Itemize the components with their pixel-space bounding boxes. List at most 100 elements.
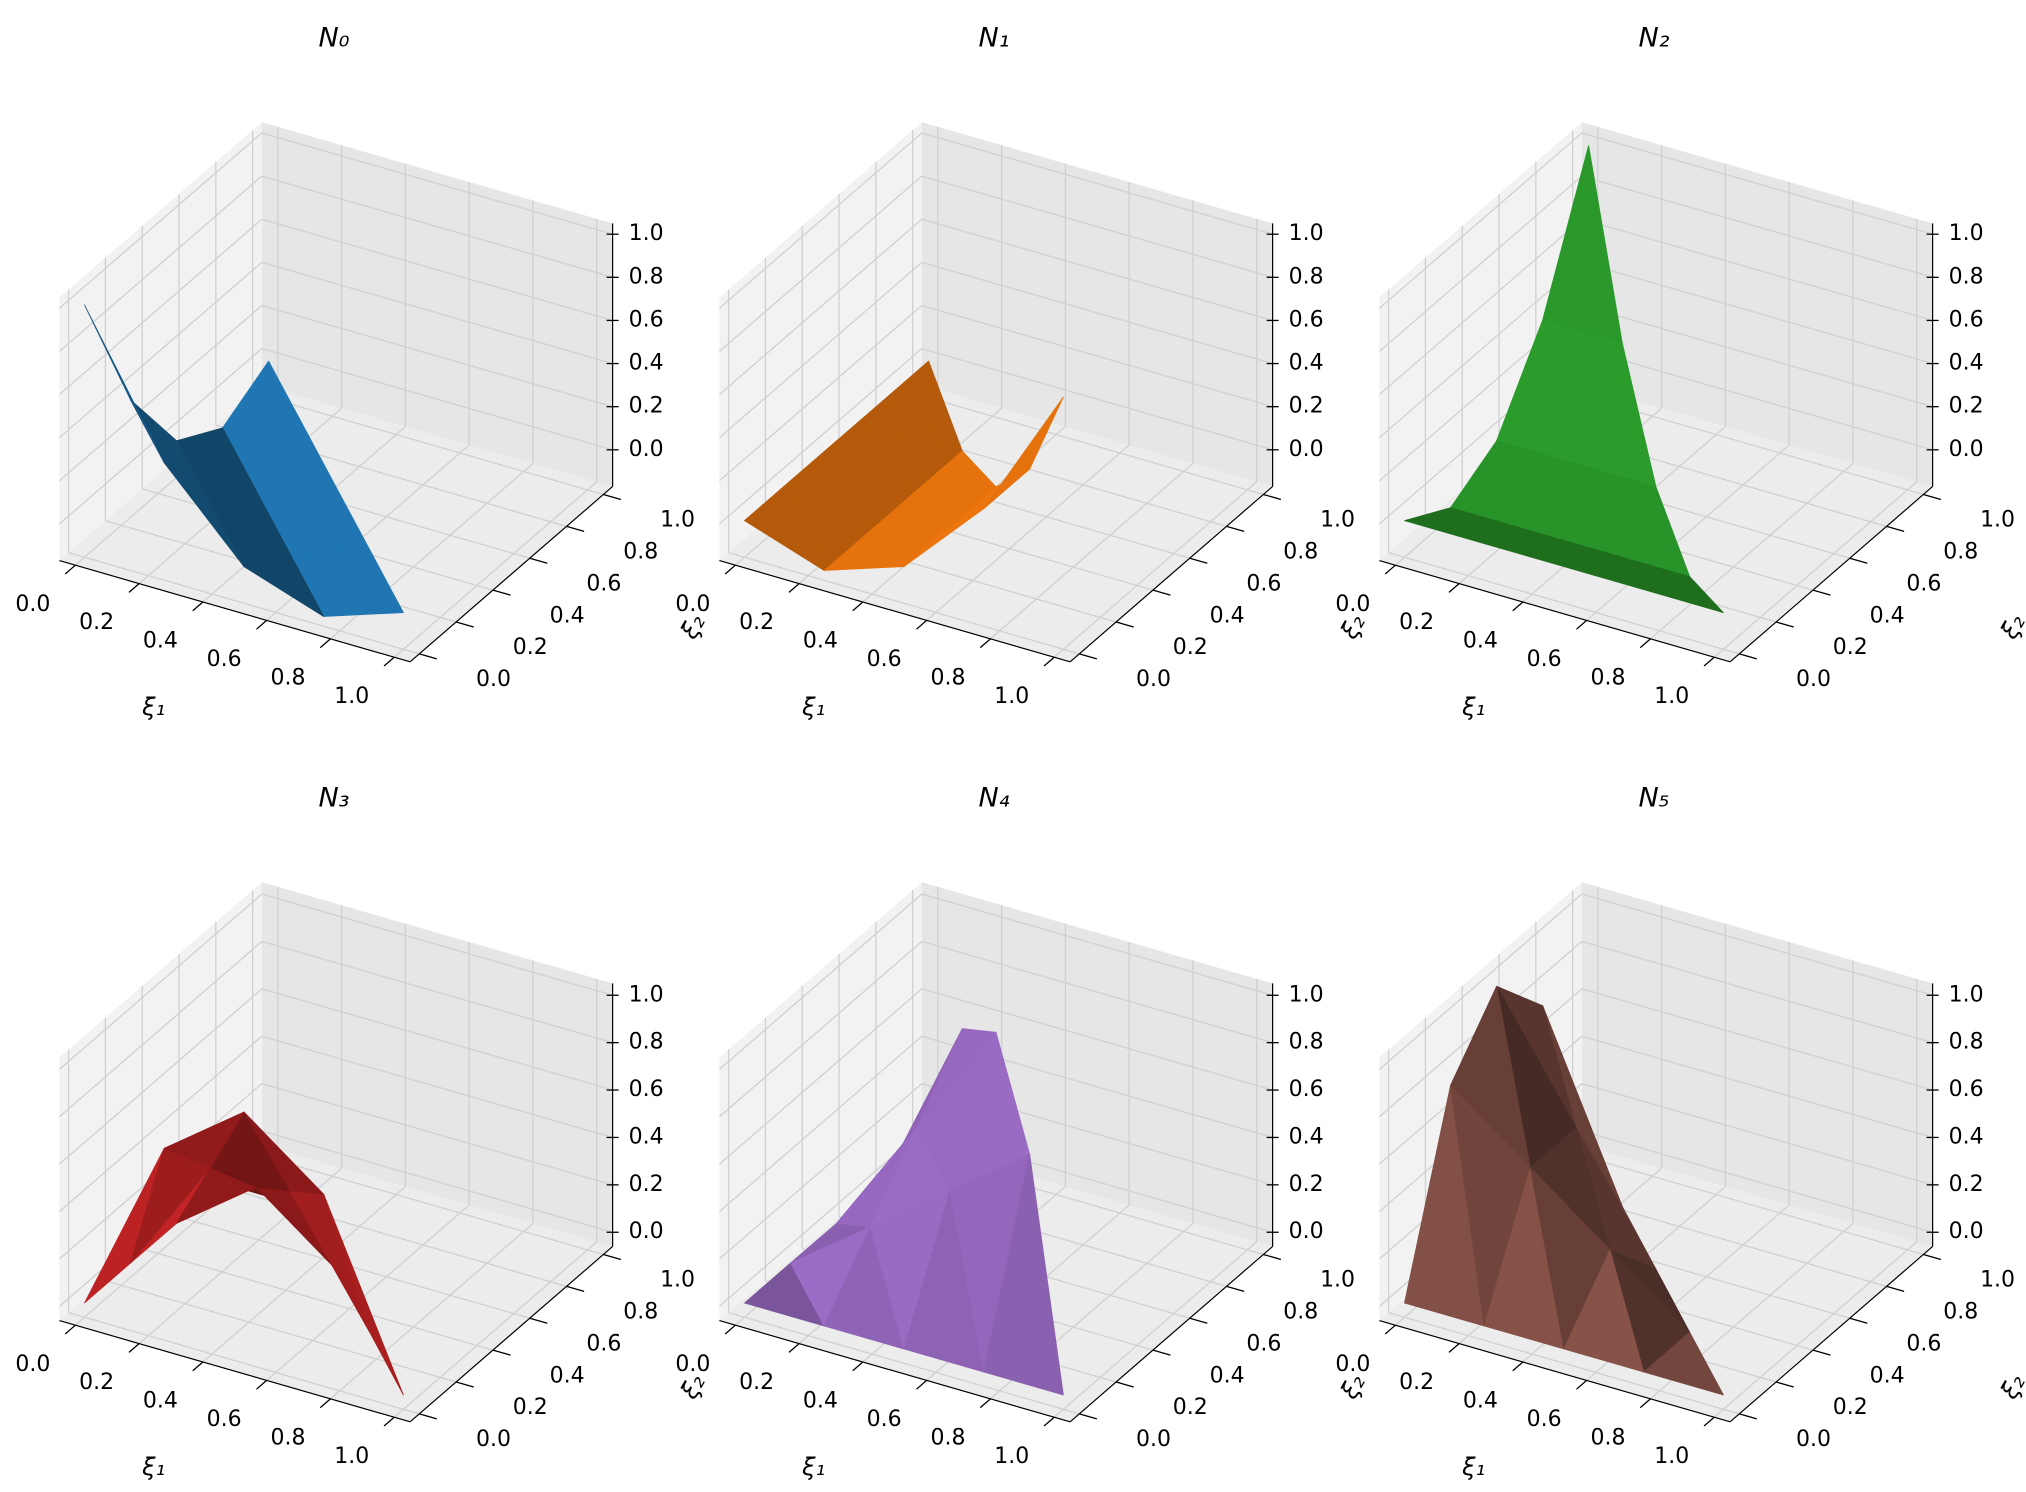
y-tick-mark: [603, 493, 622, 501]
grid-line: [718, 1130, 923, 1307]
y-tick-label: 0.6: [586, 571, 621, 596]
x-tick-label: 1.0: [994, 1444, 1029, 1469]
x-tick-label: 0.8: [930, 1425, 965, 1450]
x-tick-label: 0.8: [1590, 665, 1625, 690]
y-tick-label: 0.6: [1906, 1331, 1941, 1356]
y-axis-line: [1729, 1246, 1934, 1423]
y-tick-label: 0.2: [513, 635, 548, 660]
y-tick-label: 0.2: [1833, 635, 1868, 660]
y-tick-mark: [1739, 653, 1758, 660]
x-tick-mark: [1384, 564, 1396, 575]
z-tick-label: 0.2: [1289, 1172, 1324, 1197]
y-tick-mark: [1775, 621, 1794, 628]
grid-line: [329, 1222, 534, 1400]
x-axis-line: [59, 1320, 411, 1423]
surface-facet: [1643, 1331, 1724, 1396]
x-axis-label: ξ₁: [141, 693, 165, 721]
x-tick-mark: [979, 1398, 991, 1409]
z-tick-label: 0.0: [1949, 437, 1984, 462]
x-tick-mark: [383, 1416, 395, 1427]
grid-line: [1581, 304, 1933, 408]
surface-facet: [323, 1193, 404, 1396]
x-axis-line: [719, 560, 1071, 663]
x-tick-mark: [1703, 656, 1715, 667]
surface-facet: [163, 1111, 245, 1169]
subplot-title: N₂: [1638, 23, 1669, 54]
grid-line: [58, 893, 263, 1070]
x-tick-mark: [1043, 1416, 1055, 1427]
x-tick-label: 0.6: [207, 1407, 242, 1432]
y-tick-mark: [455, 1381, 474, 1388]
x-tick-mark: [319, 638, 331, 649]
grid-line: [921, 988, 1273, 1091]
x-tick-mark: [256, 1379, 268, 1390]
grid-line: [393, 481, 598, 658]
grid-line: [68, 551, 420, 655]
y-tick-mark: [1152, 1349, 1171, 1356]
grid-line: [58, 1035, 263, 1213]
z-tick-label: 0.8: [1289, 264, 1324, 289]
y-tick-mark: [1812, 1349, 1831, 1356]
y-tick-mark: [1849, 557, 1868, 564]
grid-line: [1378, 175, 1583, 352]
x-tick-mark: [319, 1398, 331, 1409]
grid-line: [1713, 481, 1918, 658]
x-tick-mark: [916, 1379, 928, 1390]
grid-line: [989, 462, 1194, 640]
y-tick-label: 0.0: [1796, 1427, 1831, 1452]
y-tick-label: 1.0: [1320, 1268, 1355, 1293]
y-axis-line: [1069, 486, 1274, 663]
x-tick-mark: [852, 1361, 864, 1372]
x-tick-label: 0.0: [1335, 1352, 1370, 1377]
x-tick-label: 1.0: [994, 684, 1029, 709]
y-tick-mark: [1226, 1285, 1245, 1293]
grid-line: [718, 348, 923, 525]
grid-line: [1388, 551, 1740, 655]
surface-facet: [1643, 576, 1724, 613]
x-axis-line: [1379, 1320, 1731, 1423]
surface-facet: [1563, 553, 1645, 590]
grid-line: [1581, 261, 1933, 365]
pane: [719, 882, 922, 1321]
x-tick-label: 0.2: [739, 610, 774, 635]
x-tick-mark: [128, 583, 140, 593]
z-tick-label: 0.2: [629, 1172, 664, 1197]
y-axis-line: [409, 1246, 614, 1423]
z-tick-label: 0.8: [629, 264, 664, 289]
surface-facet: [243, 1111, 325, 1195]
x-tick-label: 1.0: [1654, 1444, 1689, 1469]
y-tick-mark: [1886, 1285, 1905, 1293]
y-tick-label: 0.6: [586, 1331, 621, 1356]
grid-line: [1388, 1311, 1740, 1415]
grid-line: [718, 1083, 923, 1260]
y-tick-mark: [1079, 653, 1098, 660]
pane: [59, 122, 262, 561]
y-tick-mark: [1849, 1317, 1868, 1324]
z-tick-label: 0.4: [1949, 351, 1984, 376]
x-tick-label: 0.4: [143, 1389, 178, 1414]
grid-line: [261, 261, 613, 365]
x-tick-label: 0.8: [930, 665, 965, 690]
pane: [59, 1145, 613, 1422]
z-tick-label: 1.0: [629, 221, 664, 246]
grid-line: [718, 218, 923, 396]
z-tick-label: 0.4: [629, 351, 664, 376]
grid-line: [718, 1035, 923, 1213]
x-tick-label: 0.0: [1335, 592, 1370, 617]
grid-line: [105, 1280, 457, 1383]
z-tick-label: 0.0: [1289, 1219, 1324, 1244]
z-tick-label: 0.0: [629, 437, 664, 462]
subplot: 0.00.20.40.60.81.00.00.20.40.60.81.00.00…: [1335, 23, 2026, 722]
x-tick-label: 0.6: [1527, 1407, 1562, 1432]
y-tick-label: 0.0: [1136, 1427, 1171, 1452]
y-tick-label: 0.8: [1283, 540, 1318, 565]
y-tick-mark: [492, 1349, 511, 1356]
y-tick-label: 1.0: [1980, 1268, 2015, 1293]
grid-line: [1581, 1130, 1933, 1233]
z-tick-label: 0.4: [1289, 351, 1324, 376]
pane: [1379, 122, 1582, 561]
grid-line: [718, 304, 923, 482]
grid-line: [1581, 1035, 1933, 1139]
pane: [719, 122, 922, 561]
x-tick-mark: [256, 619, 268, 630]
